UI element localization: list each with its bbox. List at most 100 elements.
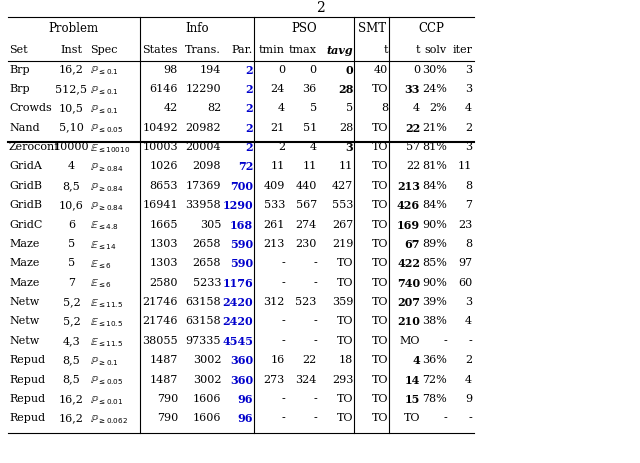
- Text: 4545: 4545: [222, 335, 253, 346]
- Text: 305: 305: [200, 219, 221, 229]
- Text: 3002: 3002: [193, 354, 221, 364]
- Text: States: States: [142, 45, 178, 55]
- Text: 67: 67: [404, 238, 420, 250]
- Text: 12290: 12290: [186, 84, 221, 94]
- Text: 1176: 1176: [222, 277, 253, 288]
- Text: -: -: [313, 413, 317, 422]
- Text: 21746: 21746: [142, 316, 178, 325]
- Text: 8653: 8653: [149, 181, 178, 190]
- Text: 4,3: 4,3: [63, 335, 81, 345]
- Text: iter: iter: [452, 45, 472, 55]
- Text: TO: TO: [372, 161, 388, 171]
- Text: 20982: 20982: [186, 122, 221, 132]
- Text: Info: Info: [185, 22, 209, 35]
- Text: TO: TO: [372, 142, 388, 152]
- Text: CCP: CCP: [419, 22, 444, 35]
- Text: 790: 790: [157, 393, 178, 403]
- Text: 97: 97: [458, 258, 472, 268]
- Text: 16,2: 16,2: [59, 393, 84, 403]
- Text: 360: 360: [230, 354, 253, 365]
- Text: -: -: [313, 393, 317, 403]
- Text: -: -: [468, 335, 472, 345]
- Text: 1606: 1606: [193, 413, 221, 422]
- Text: Repud: Repud: [9, 393, 45, 403]
- Text: 207: 207: [397, 296, 420, 307]
- Text: 2: 2: [465, 354, 472, 364]
- Text: 3: 3: [346, 142, 353, 153]
- Text: 36: 36: [303, 84, 317, 94]
- Text: 2%: 2%: [429, 103, 447, 113]
- Text: 22: 22: [406, 161, 420, 171]
- Text: PSO: PSO: [292, 22, 317, 35]
- Text: Brp: Brp: [9, 64, 29, 75]
- Text: 63158: 63158: [186, 296, 221, 307]
- Text: 324: 324: [296, 374, 317, 384]
- Text: $\mathbb{P}_{\geq 0.84}$: $\mathbb{P}_{\geq 0.84}$: [90, 200, 124, 213]
- Text: GridA: GridA: [9, 161, 42, 171]
- Text: Repud: Repud: [9, 413, 45, 422]
- Text: -: -: [281, 413, 285, 422]
- Text: 1487: 1487: [150, 354, 178, 364]
- Text: 28: 28: [338, 84, 353, 95]
- Text: TO: TO: [372, 354, 388, 364]
- Text: 2658: 2658: [193, 258, 221, 268]
- Text: 11: 11: [458, 161, 472, 171]
- Text: 312: 312: [264, 296, 285, 307]
- Text: Crowds: Crowds: [9, 103, 52, 113]
- Text: 24: 24: [271, 84, 285, 94]
- Text: 2: 2: [246, 84, 253, 95]
- Text: 261: 261: [264, 219, 285, 229]
- Text: Repud: Repud: [9, 354, 45, 364]
- Text: Set: Set: [9, 45, 28, 55]
- Text: Maze: Maze: [9, 258, 40, 268]
- Text: 7: 7: [465, 200, 472, 210]
- Text: SMT: SMT: [358, 22, 386, 35]
- Text: 8,5: 8,5: [63, 374, 81, 384]
- Text: TO: TO: [372, 181, 388, 190]
- Text: 8,5: 8,5: [63, 181, 81, 190]
- Text: 89%: 89%: [422, 238, 447, 248]
- Text: 22: 22: [404, 122, 420, 133]
- Text: TO: TO: [337, 393, 353, 403]
- Text: tavg: tavg: [326, 45, 353, 56]
- Text: 16,2: 16,2: [59, 413, 84, 422]
- Text: TO: TO: [337, 413, 353, 422]
- Text: 36%: 36%: [422, 354, 447, 364]
- Text: 293: 293: [332, 374, 353, 384]
- Text: 14: 14: [404, 374, 420, 385]
- Text: t: t: [415, 45, 420, 55]
- Text: solv: solv: [425, 45, 447, 55]
- Text: 20004: 20004: [186, 142, 221, 152]
- Text: 2: 2: [246, 122, 253, 133]
- Text: -: -: [281, 277, 285, 287]
- Text: TO: TO: [372, 200, 388, 210]
- Text: Netw: Netw: [9, 335, 39, 345]
- Text: 23: 23: [458, 219, 472, 229]
- Text: 21: 21: [271, 122, 285, 132]
- Text: t: t: [384, 45, 388, 55]
- Text: 4: 4: [68, 161, 75, 171]
- Text: Maze: Maze: [9, 238, 40, 248]
- Text: Zeroconf: Zeroconf: [9, 142, 60, 152]
- Text: 18: 18: [339, 354, 353, 364]
- Text: 740: 740: [397, 277, 420, 288]
- Text: 11: 11: [339, 161, 353, 171]
- Text: 10492: 10492: [142, 122, 178, 132]
- Text: 1290: 1290: [223, 200, 253, 211]
- Text: 4: 4: [278, 103, 285, 113]
- Text: 4: 4: [413, 103, 420, 113]
- Text: GridB: GridB: [9, 181, 42, 190]
- Text: 274: 274: [296, 219, 317, 229]
- Text: $\mathbb{P}_{\geq 0.84}$: $\mathbb{P}_{\geq 0.84}$: [90, 181, 124, 193]
- Text: $\mathbb{E}_{\leq 10.5}$: $\mathbb{E}_{\leq 10.5}$: [90, 316, 123, 328]
- Text: 0: 0: [310, 64, 317, 75]
- Text: 11: 11: [303, 161, 317, 171]
- Text: 5,10: 5,10: [59, 122, 84, 132]
- Text: 17369: 17369: [186, 181, 221, 190]
- Text: 42: 42: [164, 103, 178, 113]
- Text: $\mathbb{P}_{\leq 0.01}$: $\mathbb{P}_{\leq 0.01}$: [90, 393, 124, 406]
- Text: 5: 5: [68, 258, 75, 268]
- Text: 81%: 81%: [422, 142, 447, 152]
- Text: 523: 523: [296, 296, 317, 307]
- Text: 30%: 30%: [422, 64, 447, 75]
